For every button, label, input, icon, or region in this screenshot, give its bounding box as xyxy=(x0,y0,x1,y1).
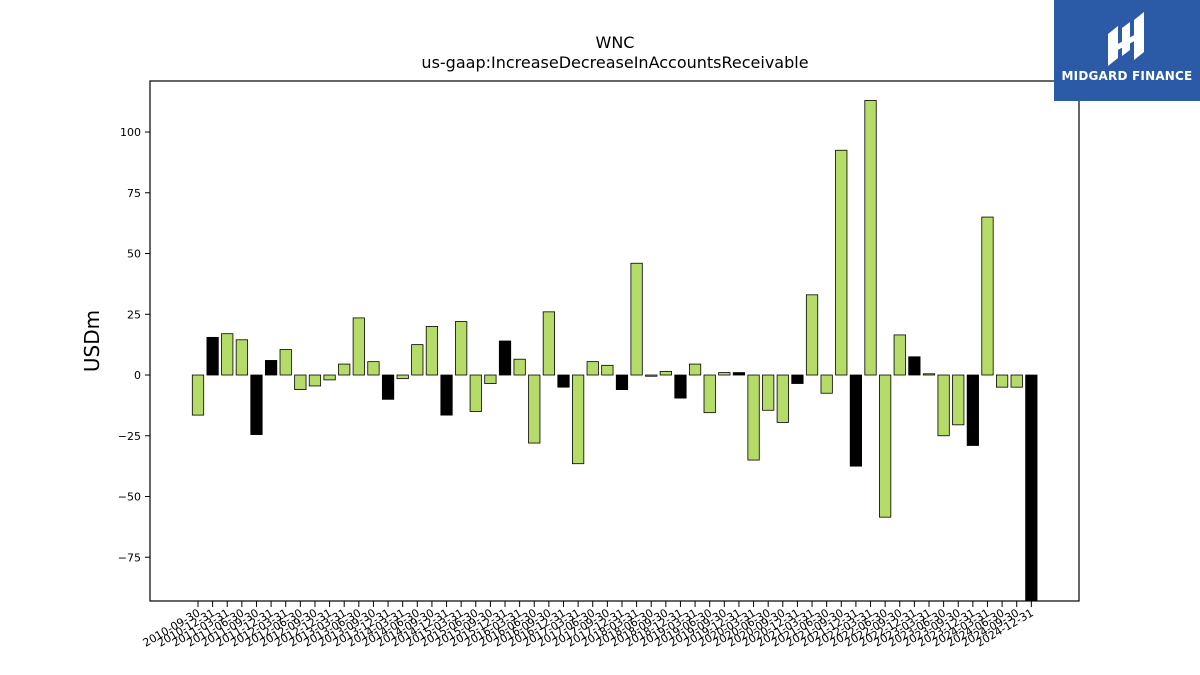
bar-2018-06-30 xyxy=(645,374,658,377)
x-axis: 2010-09-302010-12-312011-03-312011-06-30… xyxy=(141,601,1036,650)
bar-2018-03-31 xyxy=(630,262,643,376)
bar-2021-12-31 xyxy=(849,374,863,467)
bar-2019-12-31 xyxy=(732,372,746,376)
bar-2015-12-31 xyxy=(498,340,512,376)
bar-2019-03-31 xyxy=(688,363,702,376)
bar-2021-03-31 xyxy=(805,294,819,376)
bar-2023-09-30 xyxy=(952,374,965,426)
chart-title: WNC xyxy=(596,33,635,52)
bar-2016-09-30 xyxy=(542,311,555,376)
bar-2022-09-30 xyxy=(893,334,906,376)
bar-2020-06-30 xyxy=(762,374,775,411)
bar-2018-12-31 xyxy=(674,374,687,399)
bar-2011-03-31 xyxy=(221,333,234,376)
bar-2016-06-30 xyxy=(528,374,541,444)
bar-2020-12-31 xyxy=(791,374,804,384)
bars-group xyxy=(191,100,1038,602)
bar-2022-12-31 xyxy=(908,356,921,376)
y-tick-label: −50 xyxy=(118,491,141,504)
bar-2021-09-30 xyxy=(835,149,848,376)
bar-2023-12-31 xyxy=(966,374,979,446)
bar-2023-03-31 xyxy=(922,373,936,376)
bar-2024-03-31 xyxy=(981,216,994,376)
bar-2012-06-30 xyxy=(294,374,307,390)
bar-2014-03-31 xyxy=(396,374,409,380)
bar-2024-09-30 xyxy=(1010,374,1023,388)
bar-2010-12-31 xyxy=(206,336,219,376)
bar-2012-12-31 xyxy=(323,374,336,381)
bar-2024-06-30 xyxy=(996,374,1009,388)
bar-2020-03-31 xyxy=(747,374,760,461)
bar-2017-09-30 xyxy=(601,364,614,376)
bar-2014-09-30 xyxy=(425,326,439,376)
y-axis-label: USDm xyxy=(80,310,104,372)
bar-2016-12-31 xyxy=(557,374,570,388)
y-tick-label: 75 xyxy=(127,187,141,200)
bar-2013-06-30 xyxy=(352,317,365,376)
midgard-logo-icon xyxy=(1108,12,1144,66)
bar-2013-09-30 xyxy=(367,361,380,376)
bar-2013-12-31 xyxy=(381,374,395,400)
bar-2023-06-30 xyxy=(937,374,950,437)
bar-2019-06-30 xyxy=(703,374,716,414)
y-tick-label: 100 xyxy=(120,126,141,139)
logo-text: MIDGARD FINANCE xyxy=(1061,69,1193,83)
bar-2011-12-31 xyxy=(264,360,278,376)
chart-subtitle: us-gaap:IncreaseDecreaseInAccountsReceiv… xyxy=(421,53,808,72)
bar-2015-09-30 xyxy=(484,374,497,384)
bar-2015-06-30 xyxy=(469,374,482,412)
bar-2017-03-31 xyxy=(572,374,585,465)
bar-2013-03-31 xyxy=(338,363,351,376)
bar-2014-12-31 xyxy=(440,374,453,416)
bar-2016-03-31 xyxy=(513,358,526,376)
bar-2011-09-30 xyxy=(250,374,263,435)
midgard-finance-logo: MIDGARD FINANCE xyxy=(1054,0,1200,101)
bar-2011-06-30 xyxy=(235,339,248,376)
bar-2020-09-30 xyxy=(776,374,789,423)
bar-2022-03-31 xyxy=(864,100,877,376)
y-tick-label: 50 xyxy=(127,248,141,261)
y-tick-label: 0 xyxy=(134,369,141,382)
bar-2012-03-31 xyxy=(279,349,292,376)
y-tick-label: −25 xyxy=(118,430,141,443)
bar-2012-09-30 xyxy=(308,374,322,387)
bar-2010-09-30 xyxy=(191,374,205,416)
bar-2018-09-30 xyxy=(659,370,672,376)
y-tick-label: 25 xyxy=(127,308,141,321)
bar-2019-09-30 xyxy=(718,372,731,376)
bar-2024-12-31 xyxy=(1025,374,1038,602)
bar-2014-06-30 xyxy=(411,344,424,376)
bar-2022-06-30 xyxy=(879,374,892,518)
bar-2015-03-31 xyxy=(455,321,468,376)
y-axis: −75 −50 −25 0 25 50 75 100 xyxy=(118,126,150,564)
bar-2021-06-30 xyxy=(820,374,833,394)
bar-2017-06-30 xyxy=(586,361,599,376)
plot-frame xyxy=(149,80,1080,602)
y-tick-label: −75 xyxy=(118,551,141,564)
bar-2017-12-31 xyxy=(615,374,629,390)
